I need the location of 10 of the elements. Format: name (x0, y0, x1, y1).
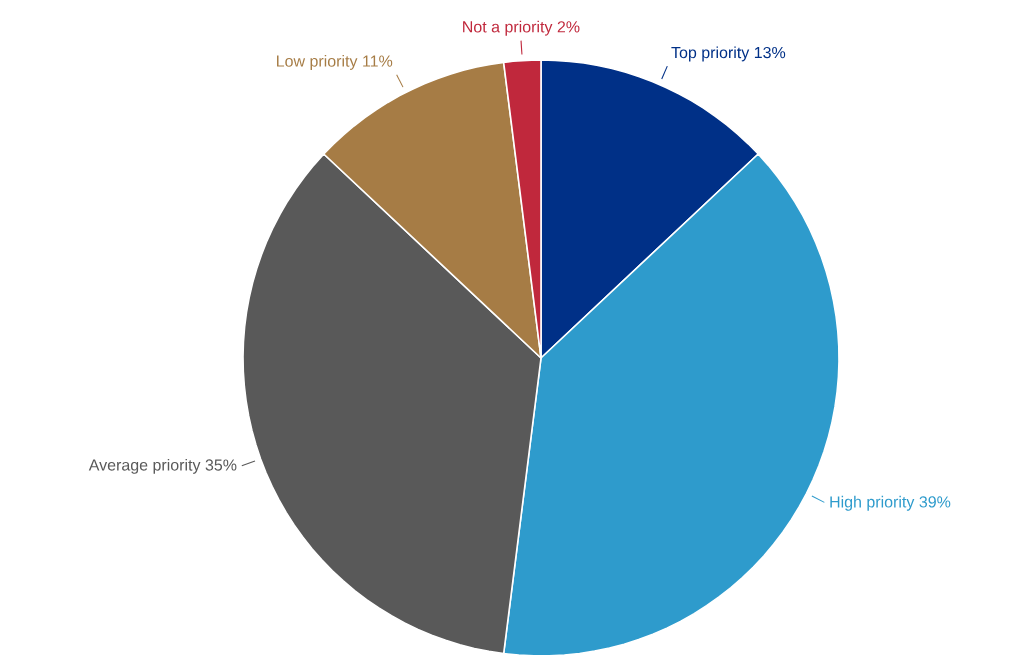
data-label: 2% (557, 21, 580, 33)
slice-label: Top priority (671, 46, 750, 62)
data-label: 39% (919, 496, 951, 508)
data-label: 11% (363, 55, 393, 67)
slice-label: Low priority (277, 55, 358, 70)
slice-label: Average priority (88, 458, 201, 474)
data-label: 35% (205, 459, 237, 471)
data-label: 13% (754, 46, 786, 59)
slice-label: Not a priority (463, 20, 553, 36)
slice-label: High priority (830, 495, 915, 511)
